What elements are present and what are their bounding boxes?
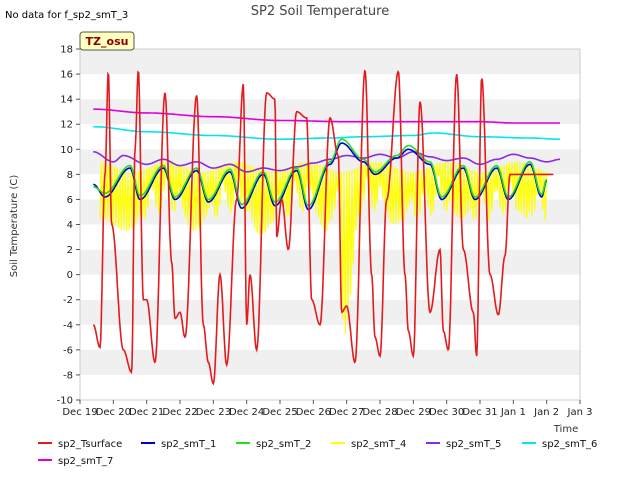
x-tick-label: Dec 26 — [296, 407, 331, 418]
y-tick-label: 0 — [67, 270, 73, 281]
y-tick-label: 16 — [60, 70, 73, 81]
legend-label-sp2_smT_2: sp2_smT_2 — [256, 439, 311, 450]
x-tick-label: Dec 29 — [396, 407, 431, 418]
y-axis: -10 -8 -6 -4 -2 0 2 4 6 8 10 12 14 16 18 — [57, 45, 80, 407]
legend-label-sp2_smT_4: sp2_smT_4 — [351, 439, 406, 450]
y-tick-label: 2 — [67, 245, 73, 256]
grid-band — [80, 224, 580, 250]
grid-bands — [80, 49, 580, 400]
tz-badge-label: TZ_osu — [86, 35, 129, 48]
y-tick-label: 14 — [60, 95, 73, 106]
x-tick-label: Dec 31 — [462, 407, 497, 418]
y-tick-label: -6 — [63, 345, 73, 356]
x-tick-label: Dec 22 — [162, 407, 197, 418]
x-tick-label: Jan 2 — [533, 407, 559, 418]
y-tick-label: -8 — [63, 370, 73, 381]
y-tick-label: -10 — [57, 396, 73, 407]
y-tick-label: 6 — [67, 195, 73, 206]
series-layer — [92, 69, 560, 386]
legend-label-sp2_smT_6: sp2_smT_6 — [542, 439, 597, 450]
x-tick-label: Dec 25 — [262, 407, 297, 418]
series-line-sp2_smT_6 — [93, 125, 560, 141]
x-tick-label: Dec 24 — [229, 407, 264, 418]
series-line-sp2_Tsurface — [92, 69, 554, 386]
x-tick-label: Dec 20 — [96, 407, 131, 418]
grid-band — [80, 374, 580, 400]
legend: sp2_Tsurface sp2_smT_1 sp2_smT_2 sp2_smT_4 s… — [38, 439, 597, 467]
grid-band — [80, 249, 580, 275]
grid-band — [80, 349, 580, 375]
y-tick-label: 8 — [67, 170, 73, 181]
x-tick-label: Dec 30 — [429, 407, 464, 418]
legend-label-sp2_Tsurface: sp2_Tsurface — [58, 439, 122, 450]
y-tick-label: -2 — [63, 295, 73, 306]
y-tick-label: 18 — [60, 45, 73, 56]
tz-badge: TZ_osu — [79, 31, 135, 51]
legend-label-sp2_smT_5: sp2_smT_5 — [446, 439, 501, 450]
y-axis-label: Soil Temperature (C) — [9, 175, 20, 278]
grid-band — [80, 74, 580, 100]
x-tick-label: Dec 19 — [62, 407, 97, 418]
series-line-sp2_smT_4 — [99, 161, 548, 334]
x-axis-label: Time — [553, 424, 578, 435]
legend-label-sp2_smT_7: sp2_smT_7 — [58, 456, 113, 467]
y-tick-label: 4 — [67, 220, 73, 231]
y-tick-label: 10 — [60, 145, 73, 156]
grid-band — [80, 299, 580, 325]
y-tick-label: -4 — [63, 320, 73, 331]
series-line-sp2_smT_7 — [93, 108, 560, 124]
legend-label-sp2_smT_1: sp2_smT_1 — [161, 439, 216, 450]
no-data-note: No data for f_sp2_smT_3 — [5, 10, 128, 21]
x-tick-label: Jan 3 — [567, 407, 593, 418]
x-tick-label: Dec 23 — [196, 407, 231, 418]
y-tick-label: 12 — [60, 120, 73, 131]
x-tick-label: Dec 21 — [129, 407, 164, 418]
x-tick-label: Dec 27 — [329, 407, 364, 418]
chart-title: SP2 Soil Temperature — [251, 4, 389, 19]
grid-band — [80, 324, 580, 350]
x-tick-label: Jan 1 — [500, 407, 526, 418]
grid-band — [80, 49, 580, 75]
x-tick-label: Dec 28 — [362, 407, 397, 418]
grid-band — [80, 274, 580, 300]
